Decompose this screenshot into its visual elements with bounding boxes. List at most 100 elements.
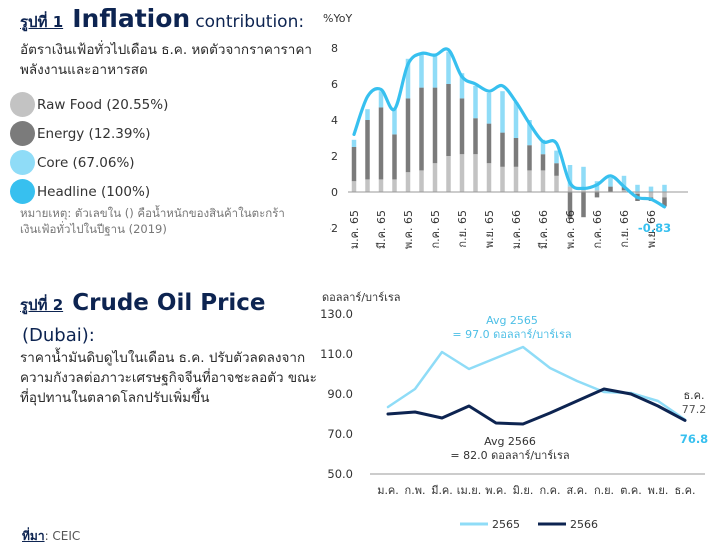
bar-core xyxy=(446,51,451,84)
source-label: ที่มา xyxy=(22,529,45,543)
legend-label-2566: 2566 xyxy=(570,518,598,531)
legend-item-raw-food: Raw Food (20.55%) xyxy=(10,90,168,119)
x-tick-label: ธ.ค. xyxy=(674,484,695,497)
y-tick-label: 70.0 xyxy=(327,427,353,441)
x-tick-label: พ.ค. xyxy=(485,484,507,497)
figure1-title: Inflation xyxy=(72,4,191,33)
figure2-subtitle: (Dubai): xyxy=(22,325,95,346)
bar-core xyxy=(473,85,478,119)
bar-energy xyxy=(527,145,532,171)
figure1-legend: Raw Food (20.55%) Energy (12.39%) Core (… xyxy=(10,90,168,206)
y-tick-label: 110.0 xyxy=(320,347,353,361)
bar-energy xyxy=(567,192,573,219)
y-tick-label: 90.0 xyxy=(327,387,353,401)
bar-energy xyxy=(446,84,451,156)
bar-energy xyxy=(432,87,438,164)
bar-raw-food xyxy=(378,179,384,192)
source-text: : CEIC xyxy=(44,529,81,543)
legend-label-2565: 2565 xyxy=(492,518,520,531)
line-2565 xyxy=(386,345,687,421)
y-tick-label: 8 xyxy=(331,42,338,55)
bar-raw-food xyxy=(405,172,411,192)
end-month-label: ธ.ค. xyxy=(683,389,704,402)
bar-core xyxy=(662,184,667,192)
bar-raw-food xyxy=(621,190,627,192)
x-tick-label: ก.ค. 66 xyxy=(591,210,604,249)
bar-energy xyxy=(608,186,613,192)
bar-core xyxy=(378,91,384,108)
avg-2566-label: Avg 2566 xyxy=(484,435,536,448)
legend-swatch-headline xyxy=(10,179,35,204)
bar-raw-food xyxy=(500,166,505,192)
end-2566-value-label: 76.8 xyxy=(680,432,708,446)
legend-item-energy: Energy (12.39%) xyxy=(10,119,168,148)
x-tick-label: ม.ค. 66 xyxy=(510,210,523,249)
bar-core xyxy=(648,186,654,192)
x-tick-label: ก.ย. 66 xyxy=(618,210,631,248)
bar-core xyxy=(486,93,492,124)
x-tick-label: พ.ค. 66 xyxy=(564,210,577,249)
x-tick-label: มี.ค. 66 xyxy=(537,210,550,249)
y-tick-label: 2 xyxy=(331,150,338,163)
figure2-unit: ดอลลาร์/บาร์เรล xyxy=(322,291,401,304)
x-tick-label: ก.ค. xyxy=(539,484,560,497)
x-tick-label: มี.ค. xyxy=(431,484,453,497)
bar-raw-food xyxy=(473,154,478,192)
x-tick-label: ก.ย. 65 xyxy=(456,210,469,248)
bar-raw-food xyxy=(392,179,397,192)
x-tick-label: พ.ย. 65 xyxy=(483,210,496,248)
bar-energy xyxy=(392,134,397,180)
x-tick-label: พ.ค. 65 xyxy=(402,210,415,249)
bar-core xyxy=(527,120,532,146)
bar-raw-food xyxy=(648,192,654,198)
avg-2565-value-label: = 97.0 ดอลลาร์/บาร์เรล xyxy=(452,328,571,341)
bar-energy xyxy=(459,98,465,155)
line-2566 xyxy=(386,387,687,426)
figure1-unit: %YoY xyxy=(323,12,353,25)
y-tick-label: 130.0 xyxy=(320,307,353,321)
bar-energy xyxy=(486,123,492,164)
figure1-description: อัตราเงินเฟ้อทั่วไปเดือน ธ.ค. หดตัวจากรา… xyxy=(20,42,312,78)
headline-last-value-label: -0.83 xyxy=(638,221,671,235)
x-tick-label: พ.ย. xyxy=(648,484,669,497)
x-tick-label: ส.ค. xyxy=(566,484,587,497)
bar-core xyxy=(513,102,519,138)
avg-2566-value-label: = 82.0 ดอลลาร์/บาร์เรล xyxy=(450,449,569,462)
bar-energy xyxy=(473,118,478,155)
bar-energy xyxy=(662,197,667,207)
bar-raw-food xyxy=(554,175,559,192)
bar-raw-food xyxy=(662,192,667,198)
bar-core xyxy=(554,150,559,164)
x-tick-label: มี.ค. 65 xyxy=(375,210,388,249)
bar-energy xyxy=(513,138,519,167)
headline-line xyxy=(352,47,667,209)
x-tick-label: ม.ค. xyxy=(377,484,399,497)
figure1-note: หมายเหตุ: ตัวเลขใน () คือน้ำหนักของสินค้… xyxy=(20,206,285,236)
x-tick-label: ต.ค. xyxy=(620,484,642,497)
bar-core xyxy=(351,139,357,147)
bar-raw-food xyxy=(527,170,532,192)
bar-core xyxy=(567,165,573,187)
bar-energy xyxy=(365,120,370,180)
end-2565-value-label: 77.2 xyxy=(682,403,707,416)
legend-label-energy: Energy (12.39%) xyxy=(37,125,151,142)
x-tick-label: พ.ย. 66 xyxy=(645,210,658,248)
y-tick-label: 6 xyxy=(331,78,338,91)
figure1-tag: รูปที่ 1 xyxy=(20,13,64,31)
y-tick-label: 0 xyxy=(331,186,338,199)
bar-raw-food xyxy=(365,179,370,192)
figure1-subtitle: contribution: xyxy=(195,12,305,32)
legend-item-headline: Headline (100%) xyxy=(10,177,168,206)
bar-raw-food xyxy=(486,163,492,192)
bar-raw-food xyxy=(446,156,451,192)
avg-2565-label: Avg 2565 xyxy=(486,314,538,327)
figure2-title: Crude Oil Price xyxy=(72,290,266,316)
bar-core xyxy=(635,184,640,192)
bar-core xyxy=(405,58,411,99)
bar-raw-food xyxy=(351,181,357,192)
bar-core xyxy=(459,73,465,99)
bar-energy xyxy=(540,154,546,171)
bar-raw-food xyxy=(459,154,465,192)
crude-oil-price-chart: 50.0 70.0 90.0 110.0 130.0 ม.ค. ก.พ. มี.ค. เม.ย.… xyxy=(320,307,708,531)
source-note: ที่มา: CEIC xyxy=(22,527,80,546)
